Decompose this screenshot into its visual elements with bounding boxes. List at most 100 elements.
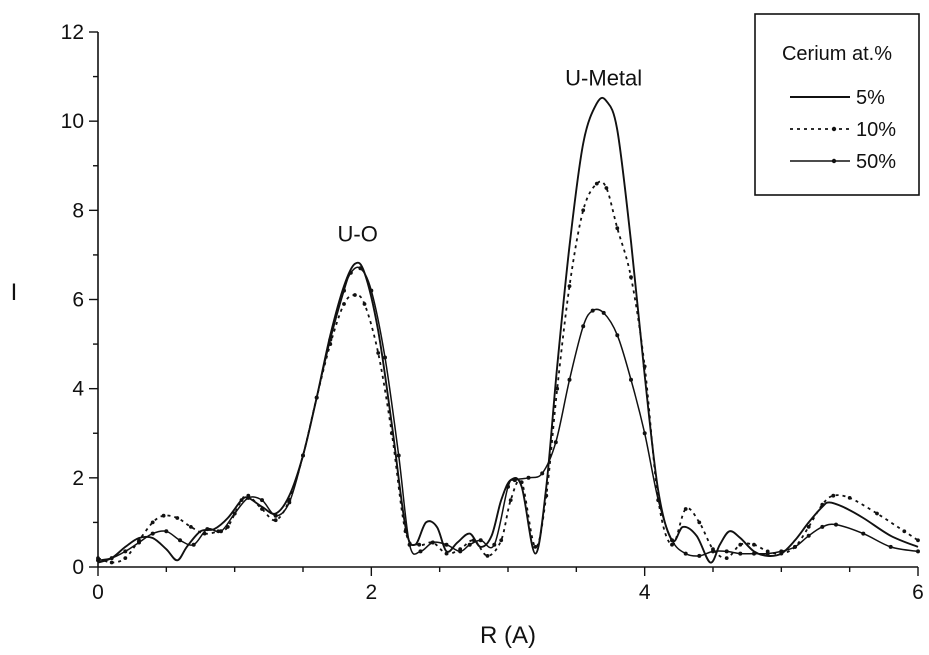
data-point (376, 351, 381, 355)
x-tick-label: 0 (92, 581, 104, 604)
series-layer (96, 96, 920, 565)
data-point (260, 507, 264, 511)
data-point (615, 226, 620, 231)
data-point (875, 511, 879, 516)
y-tick-label: 10 (61, 110, 84, 133)
data-point (239, 498, 244, 502)
data-point (342, 288, 346, 293)
data-point (444, 551, 449, 556)
data-point (656, 498, 661, 503)
data-point (629, 275, 633, 280)
data-point (590, 308, 595, 313)
data-point (260, 498, 264, 503)
data-point (232, 511, 237, 516)
annotation-layer: U-O U-Metal (338, 66, 643, 247)
data-point (779, 549, 784, 554)
data-point (287, 500, 292, 505)
data-point (301, 453, 305, 458)
data-point (916, 538, 920, 543)
legend-item-50pct: 50% (790, 151, 896, 173)
data-point (553, 440, 558, 445)
data-point (389, 431, 394, 436)
data-point (567, 377, 572, 382)
data-point (594, 181, 599, 186)
data-point (724, 549, 729, 554)
y-tick-label: 6 (72, 289, 84, 312)
data-point (467, 542, 472, 547)
data-point (540, 471, 545, 476)
x-tick-label: 4 (639, 581, 651, 604)
legend-title: Cerium at.% (782, 43, 892, 65)
legend-items: 5% 10% 50% (790, 87, 896, 173)
data-point (109, 556, 114, 561)
data-point (478, 538, 483, 543)
data-point (916, 549, 920, 554)
data-point (418, 549, 423, 554)
data-point (407, 542, 412, 547)
legend-label: 50% (856, 151, 896, 173)
legend: Cerium at.% 5% 10% 50% (754, 13, 920, 196)
data-point (205, 527, 210, 532)
data-point (109, 560, 114, 565)
data-point (806, 533, 811, 538)
data-point (161, 513, 166, 518)
data-point (519, 480, 524, 485)
data-point (353, 293, 357, 297)
data-point (362, 302, 367, 306)
data-point (328, 337, 333, 342)
series-10pct (96, 180, 920, 565)
data-point (164, 529, 169, 534)
data-point (601, 310, 606, 315)
data-point (191, 542, 196, 547)
data-point (150, 531, 155, 536)
data-point (492, 542, 497, 547)
data-point (683, 507, 688, 511)
data-point (396, 453, 401, 458)
data-point (861, 531, 866, 536)
data-point (670, 538, 674, 543)
data-point (219, 529, 223, 534)
data-point (273, 513, 278, 518)
data-point (711, 549, 715, 554)
data-point (417, 542, 422, 547)
data-point (902, 529, 907, 534)
legend-marker (831, 158, 837, 164)
data-point (765, 551, 770, 556)
legend-label: 5% (856, 87, 885, 109)
data-point (820, 524, 825, 529)
data-point (642, 364, 647, 369)
data-point (383, 355, 387, 360)
data-point (512, 478, 517, 483)
data-point (246, 495, 251, 500)
peak-annotation: U-O (338, 222, 378, 247)
data-point (369, 288, 374, 293)
data-point (342, 302, 346, 306)
data-point (738, 542, 743, 547)
data-point (444, 542, 449, 547)
data-point (123, 549, 128, 554)
data-point (508, 498, 513, 502)
y-tick-label: 0 (72, 556, 84, 579)
data-point (555, 386, 560, 391)
data-point (642, 431, 647, 436)
legend-label: 10% (856, 119, 896, 141)
data-point (697, 553, 702, 558)
data-point (820, 502, 825, 507)
data-point (533, 545, 538, 549)
data-point (581, 324, 586, 329)
data-point (683, 551, 688, 556)
data-point (604, 186, 609, 190)
data-point (189, 525, 193, 529)
data-point (403, 529, 408, 534)
data-point (430, 540, 435, 545)
data-point (314, 395, 319, 400)
data-point (752, 542, 756, 547)
y-axis-label: I (11, 279, 18, 306)
data-point (485, 554, 490, 558)
data-point (697, 520, 702, 525)
data-point (752, 551, 756, 556)
series-50pct (96, 266, 920, 563)
data-point (178, 538, 182, 543)
y-tick-label: 2 (72, 467, 84, 490)
